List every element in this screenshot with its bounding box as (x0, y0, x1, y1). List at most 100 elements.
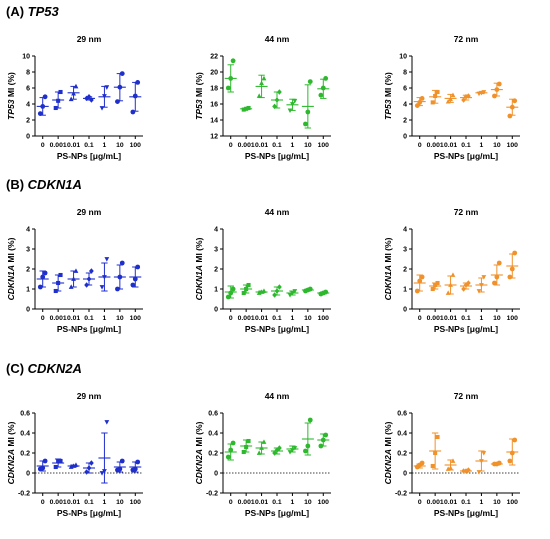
data-point (494, 87, 500, 92)
panel-tp53-44nm: 44 nm TP53 MI (%) 12 14 16 18 20 22 0 0.001 0.01 0.… (194, 34, 331, 161)
data-point (287, 450, 293, 455)
y-tick-label: 4 (26, 102, 30, 109)
y-axis-label: CDKN1A MI (%) (194, 237, 204, 300)
y-tick-label: 4 (403, 227, 407, 234)
panel-title: 29 nm (77, 207, 102, 217)
data-point (246, 282, 251, 288)
data-point (512, 437, 518, 443)
y-axis-gene: TP53 (6, 99, 16, 120)
x-tick-label: 100 (318, 315, 330, 322)
y-axis-label: TP53 MI (%) (383, 72, 393, 120)
data-point (448, 282, 453, 287)
x-tick-label: 100 (507, 142, 519, 149)
data-point (117, 466, 123, 472)
data-point (433, 93, 438, 99)
data-point (42, 270, 48, 276)
x-tick-label: 0.01 (255, 499, 268, 506)
data-point (225, 454, 231, 460)
y-tick-label: 0 (403, 134, 407, 141)
data-point (512, 250, 518, 256)
row-label: (A) (6, 4, 28, 19)
data-point (119, 260, 125, 266)
data-point (261, 288, 267, 293)
y-axis-unit: MI (%) (6, 237, 16, 265)
data-point (40, 104, 46, 109)
y-axis-unit: MI (%) (6, 421, 16, 449)
x-tick-label: 100 (318, 499, 330, 506)
y-axis-gene: CDKN2A (383, 449, 393, 484)
x-tick-label: 0.01 (444, 499, 457, 506)
y-tick-label: -0.2 (206, 491, 218, 498)
x-tick-label: 0 (41, 499, 45, 506)
y-axis-label: CDKN1A MI (%) (6, 237, 16, 300)
x-axis-label: PS-NPs [μg/mL] (245, 324, 309, 334)
data-point (507, 113, 513, 119)
data-point (228, 76, 234, 81)
y-axis-unit: MI (%) (383, 237, 393, 265)
data-point (307, 79, 313, 84)
row-header: (B) CDKN1A (6, 177, 82, 192)
data-point (481, 451, 487, 456)
x-tick-label: 0.001 (238, 499, 255, 506)
data-point (318, 443, 324, 449)
x-tick-label: 100 (130, 499, 142, 506)
data-point (56, 98, 61, 103)
y-tick-label: 16 (210, 102, 218, 109)
x-tick-label: 0.001 (50, 142, 67, 149)
data-point (104, 85, 110, 90)
y-tick-label: -0.2 (395, 491, 407, 498)
data-point (323, 432, 329, 438)
y-tick-label: 6 (403, 86, 407, 93)
x-tick-label: 0.001 (50, 499, 67, 506)
data-point (135, 459, 141, 465)
data-point (259, 80, 264, 86)
x-tick-label: 10 (493, 142, 501, 149)
panel-cdkn1a-72nm: 72 nm CDKN1A MI (%) 0 1 2 3 4 0 0.001 0.01 0.1 1 10 1… (383, 207, 520, 334)
y-tick-label: 0.6 (208, 411, 218, 418)
data-point (84, 95, 89, 102)
y-tick-label: 6 (26, 86, 30, 93)
x-tick-label: 1 (103, 499, 107, 506)
y-tick-label: 18 (210, 86, 218, 93)
data-point (58, 272, 63, 278)
y-axis-unit: MI (%) (194, 237, 204, 265)
x-tick-label: 0 (229, 315, 233, 322)
data-point (244, 444, 249, 450)
y-tick-label: 0 (26, 307, 30, 314)
data-point (292, 446, 298, 451)
data-point (450, 92, 456, 98)
data-point (307, 417, 313, 423)
y-tick-label: 4 (214, 227, 218, 234)
data-point (244, 286, 249, 292)
data-point (102, 94, 107, 99)
data-point (71, 90, 76, 96)
y-tick-label: 2 (26, 118, 30, 125)
data-point (86, 465, 92, 471)
data-point (496, 81, 502, 87)
data-point (42, 458, 48, 464)
data-point (461, 97, 466, 103)
data-point (117, 84, 123, 90)
x-tick-label: 0.01 (67, 499, 80, 506)
data-point (450, 458, 456, 463)
data-point (58, 89, 63, 95)
data-point (481, 275, 487, 280)
x-tick-label: 0.001 (427, 499, 444, 506)
data-point (466, 280, 471, 286)
x-tick-label: 1 (291, 315, 295, 322)
data-point (463, 282, 469, 288)
data-point (448, 465, 453, 470)
x-tick-label: 1 (291, 499, 295, 506)
data-point (130, 282, 136, 288)
data-point (73, 268, 79, 273)
data-point (417, 278, 423, 284)
data-point (435, 280, 440, 286)
y-axis-label: TP53 MI (%) (6, 72, 16, 120)
y-tick-label: 14 (210, 118, 218, 125)
y-tick-label: 0 (26, 134, 30, 141)
panel-title: 44 nm (265, 391, 290, 401)
